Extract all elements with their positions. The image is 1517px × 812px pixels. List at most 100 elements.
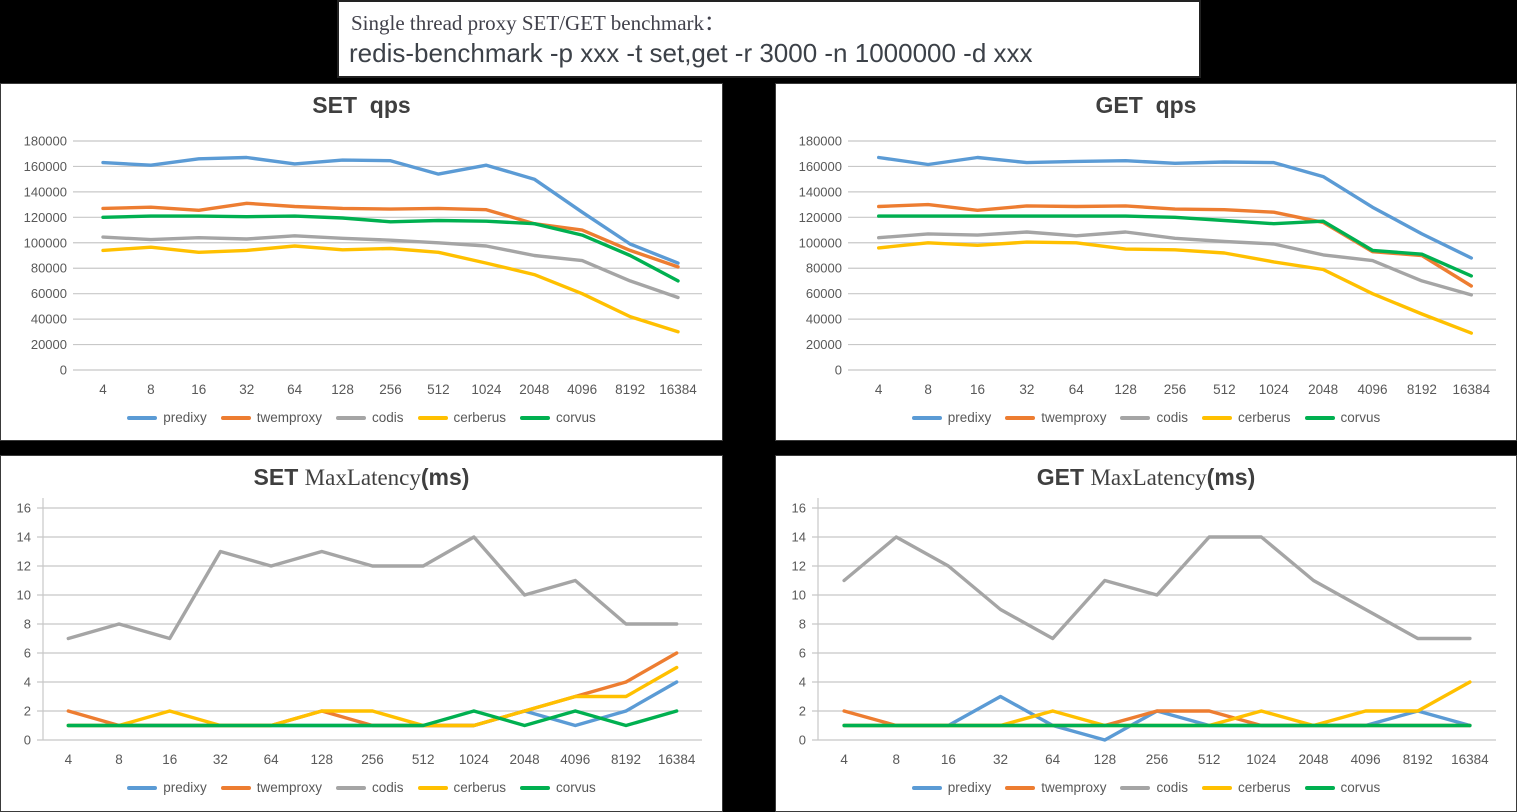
legend-item-predixy: predixy xyxy=(127,780,207,795)
chart-title: GET qps xyxy=(776,92,1516,119)
legend-swatch-icon xyxy=(520,785,551,790)
chart-plot: 180000 160000 140000 120000 100000 80000 60000… xyxy=(24,134,702,397)
legend-item-codis: codis xyxy=(1120,410,1188,425)
chart-title-segment: (ms) xyxy=(420,464,470,490)
chart-title-segment: MaxLatency xyxy=(1090,465,1207,490)
x-tick-label: 4096 xyxy=(567,382,597,397)
x-tick-label: 1024 xyxy=(1259,382,1290,397)
chart-legend: predixy twemproxy codis cerberus corvus xyxy=(776,410,1516,425)
x-tick-label: 32 xyxy=(1019,382,1034,397)
x-tick-label: 512 xyxy=(1198,752,1221,767)
x-tick-label: 256 xyxy=(1164,382,1187,397)
legend-item-cerberus: cerberus xyxy=(417,780,507,795)
legend-swatch-icon xyxy=(1304,415,1335,420)
y-tick-label: 12 xyxy=(792,559,806,574)
x-tick-label: 16 xyxy=(162,752,177,767)
legend-item-twemproxy: twemproxy xyxy=(220,780,322,795)
legend-label: cerberus xyxy=(1238,410,1291,425)
legend-label: predixy xyxy=(947,780,992,795)
chart-title-segment: SET qps xyxy=(312,92,411,118)
legend-label: twemproxy xyxy=(1041,780,1107,795)
legend-swatch-icon xyxy=(220,415,251,420)
legend-swatch-icon xyxy=(911,785,942,790)
x-tick-label: 128 xyxy=(1094,752,1117,767)
legend-item-corvus: corvus xyxy=(520,780,596,795)
x-tick-label: 128 xyxy=(1114,382,1137,397)
legend-item-codis: codis xyxy=(1120,780,1188,795)
y-tick-label: 160000 xyxy=(24,159,67,174)
legend-item-predixy: predixy xyxy=(911,780,992,795)
x-tick-label: 64 xyxy=(287,382,303,397)
y-tick-label: 0 xyxy=(24,733,31,748)
y-tick-label: 80000 xyxy=(806,261,842,276)
chart-title-segment: (ms) xyxy=(1206,464,1256,490)
y-tick-label: 140000 xyxy=(799,184,842,199)
legend-swatch-icon xyxy=(220,785,251,790)
chart-title-segment: SET xyxy=(253,464,305,490)
x-tick-label: 512 xyxy=(427,382,450,397)
legend-swatch-icon xyxy=(1304,785,1335,790)
legend-item-twemproxy: twemproxy xyxy=(1005,780,1106,795)
legend-label: cerberus xyxy=(453,780,507,795)
legend-item-codis: codis xyxy=(335,410,404,425)
legend-swatch-icon xyxy=(335,415,366,420)
legend-label: codis xyxy=(371,780,404,795)
legend-item-cerberus: cerberus xyxy=(417,410,506,425)
series-line-cerberus xyxy=(101,244,680,334)
x-tick-label: 16384 xyxy=(1451,752,1489,767)
x-tick-label: 16 xyxy=(970,382,985,397)
legend-swatch-icon xyxy=(417,785,448,790)
x-tick-label: 16384 xyxy=(659,382,697,397)
y-tick-label: 6 xyxy=(799,646,806,661)
legend-swatch-icon xyxy=(1120,415,1151,420)
y-tick-label: 60000 xyxy=(806,286,842,301)
y-tick-label: 8 xyxy=(24,617,31,632)
y-tick-label: 100000 xyxy=(24,235,67,250)
legend-swatch-icon xyxy=(1005,785,1036,790)
x-tick-label: 4 xyxy=(840,752,848,767)
chart-panel-get-maxlatency: GET MaxLatency(ms) 16 14 12 10 8 6 4 2 0 4 8 16 32 64 1… xyxy=(775,455,1517,812)
series-line-codis xyxy=(842,535,1472,641)
x-tick-label: 256 xyxy=(361,752,384,767)
chart-title-segment: GET xyxy=(1036,464,1091,490)
y-tick-label: 2 xyxy=(799,704,806,719)
legend-label: codis xyxy=(371,410,404,425)
y-tick-label: 4 xyxy=(799,675,806,690)
legend-label: corvus xyxy=(556,410,596,425)
x-tick-label: 8 xyxy=(147,382,155,397)
y-tick-label: 16 xyxy=(17,501,31,516)
y-tick-label: 140000 xyxy=(24,184,67,199)
y-tick-label: 0 xyxy=(799,733,806,748)
y-tick-label: 40000 xyxy=(806,312,842,327)
legend-item-corvus: corvus xyxy=(520,410,596,425)
x-tick-label: 64 xyxy=(264,752,280,767)
y-tick-label: 14 xyxy=(17,530,31,545)
x-tick-label: 16 xyxy=(941,752,956,767)
x-tick-label: 8192 xyxy=(615,382,645,397)
legend-label: corvus xyxy=(1340,780,1381,795)
legend-label: twemproxy xyxy=(256,410,322,425)
series-line-predixy xyxy=(101,155,680,265)
legend-label: twemproxy xyxy=(256,780,322,795)
legend-swatch-icon xyxy=(1120,785,1151,790)
y-tick-label: 4 xyxy=(24,675,31,690)
x-tick-label: 2048 xyxy=(510,752,540,767)
chart-panel-set-qps: SET qps 180000 160000 140000 120000 100000 800… xyxy=(0,83,723,441)
chart-panel-set-maxlatency: SET MaxLatency(ms) 16 14 12 10 8 6 4 2 0 4 8 16 32 64 1… xyxy=(0,455,723,812)
legend-item-twemproxy: twemproxy xyxy=(220,410,322,425)
y-tick-label: 120000 xyxy=(24,210,67,225)
legend-label: corvus xyxy=(1340,410,1381,425)
y-tick-label: 10 xyxy=(792,588,806,603)
chart-title-segment: MaxLatency xyxy=(304,465,421,490)
y-tick-label: 120000 xyxy=(799,210,842,225)
x-tick-label: 8 xyxy=(924,382,932,397)
series-line-corvus xyxy=(876,214,1473,278)
y-tick-label: 20000 xyxy=(31,337,67,352)
benchmark-title: Single thread proxy SET/GET benchmark： xyxy=(351,11,726,35)
x-tick-label: 16 xyxy=(191,382,206,397)
y-tick-label: 6 xyxy=(24,646,31,661)
y-tick-label: 12 xyxy=(17,559,31,574)
